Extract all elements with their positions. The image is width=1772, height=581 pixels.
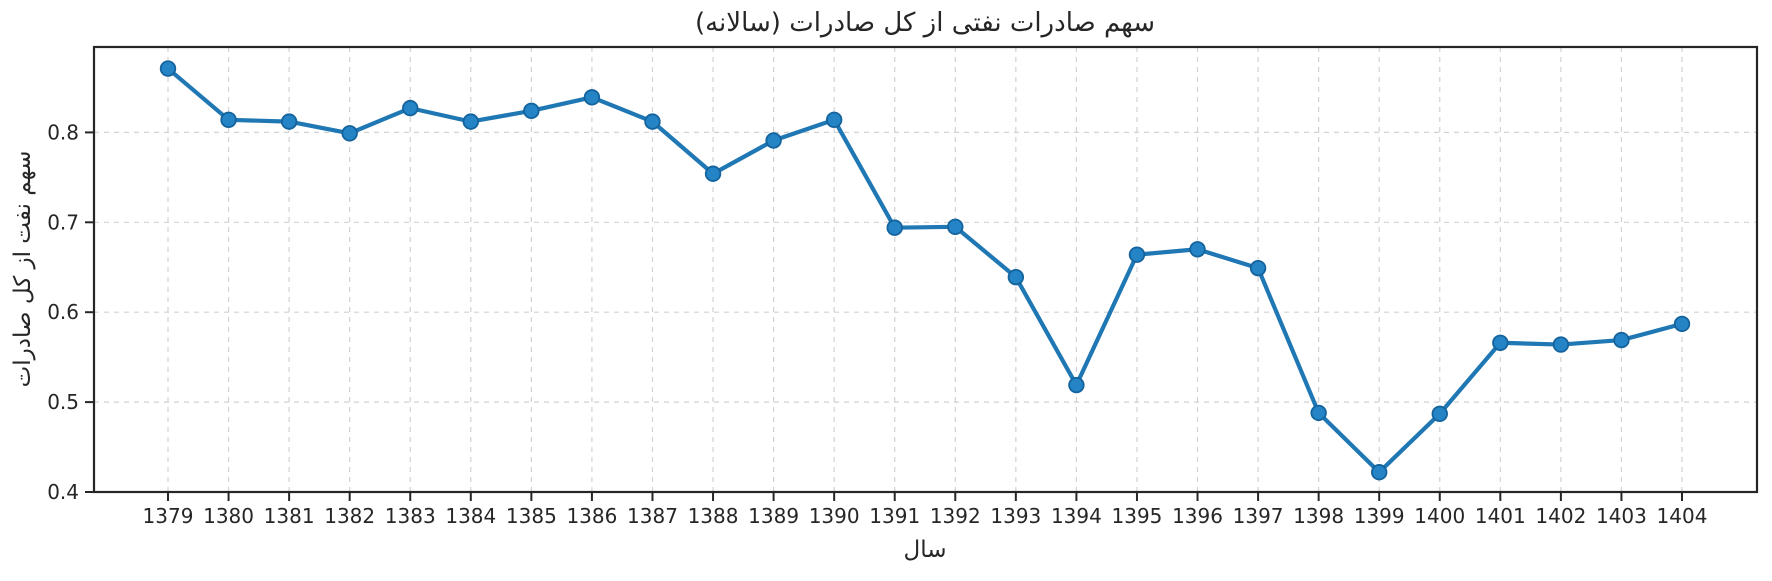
x-tick-label: 1395 [1112, 504, 1163, 528]
x-axis-label: سال [904, 537, 947, 563]
x-tick-label: 1391 [869, 504, 920, 528]
plot-border [92, 45, 1759, 494]
x-tick-label: 1382 [324, 504, 375, 528]
x-tick-label: 1387 [627, 504, 678, 528]
x-tick-label: 1388 [688, 504, 739, 528]
data-point [825, 111, 843, 129]
y-tick-label: 0.6 [47, 300, 79, 324]
data-point [1370, 464, 1388, 481]
plot-area [94, 47, 1757, 492]
x-tick-label: 1390 [809, 504, 860, 528]
data-point [462, 113, 480, 130]
data-point [1673, 315, 1691, 333]
data-point [402, 99, 419, 117]
data-point [280, 113, 298, 130]
x-tick-label: 1394 [1051, 504, 1102, 528]
x-tick-label: 1393 [990, 504, 1041, 528]
data-point [1007, 268, 1025, 286]
data-point [341, 125, 358, 142]
chart-title: سهم صادرات نفتی از کل صادرات (سالانه) [695, 8, 1155, 38]
data-point [1249, 259, 1267, 277]
data-point [765, 132, 782, 149]
data-point [704, 165, 722, 182]
y-axis-label: سهم نفت از کل صادرات [10, 151, 36, 388]
series-layer [159, 60, 1691, 481]
data-point [1431, 405, 1448, 422]
data-point [1068, 376, 1085, 394]
data-point [220, 111, 237, 129]
tick-layer [85, 131, 1683, 501]
data-point [644, 113, 661, 130]
x-tick-label: 1385 [506, 504, 557, 528]
x-tick-label: 1392 [930, 504, 981, 528]
x-tick-label: 1398 [1293, 504, 1344, 528]
data-point [1492, 334, 1509, 351]
x-tick-label: 1379 [143, 504, 194, 528]
data-point [583, 89, 601, 106]
data-point [1552, 336, 1570, 353]
x-tick-label: 1404 [1657, 504, 1708, 528]
data-point [886, 219, 903, 236]
data-point [523, 102, 540, 120]
y-tick-label: 0.7 [47, 210, 79, 234]
data-point [159, 60, 177, 77]
tick-label-layer: 1379 1380 1381 1382 1383 1384 1385 1386 1387 1388… [47, 120, 1707, 528]
x-tick-label: 1380 [203, 504, 254, 528]
x-tick-label: 1401 [1475, 504, 1526, 528]
y-tick-label: 0.4 [47, 480, 79, 504]
data-point [1189, 241, 1206, 258]
x-tick-label: 1402 [1535, 504, 1586, 528]
y-tick-label: 0.5 [47, 390, 79, 414]
x-tick-label: 1399 [1354, 504, 1405, 528]
x-tick-label: 1386 [566, 504, 617, 528]
data-point [1613, 331, 1630, 349]
x-tick-label: 1397 [1233, 504, 1284, 528]
x-tick-label: 1400 [1414, 504, 1465, 528]
x-tick-label: 1403 [1596, 504, 1647, 528]
data-point [1310, 404, 1327, 422]
data-line [165, 66, 1685, 475]
data-point [947, 218, 964, 235]
x-tick-label: 1396 [1172, 504, 1223, 528]
x-tick-label: 1381 [264, 504, 315, 528]
x-tick-label: 1384 [445, 504, 496, 528]
y-tick-label: 0.8 [47, 120, 79, 144]
x-tick-label: 1389 [748, 504, 799, 528]
data-point [1128, 246, 1146, 263]
x-tick-label: 1383 [385, 504, 436, 528]
